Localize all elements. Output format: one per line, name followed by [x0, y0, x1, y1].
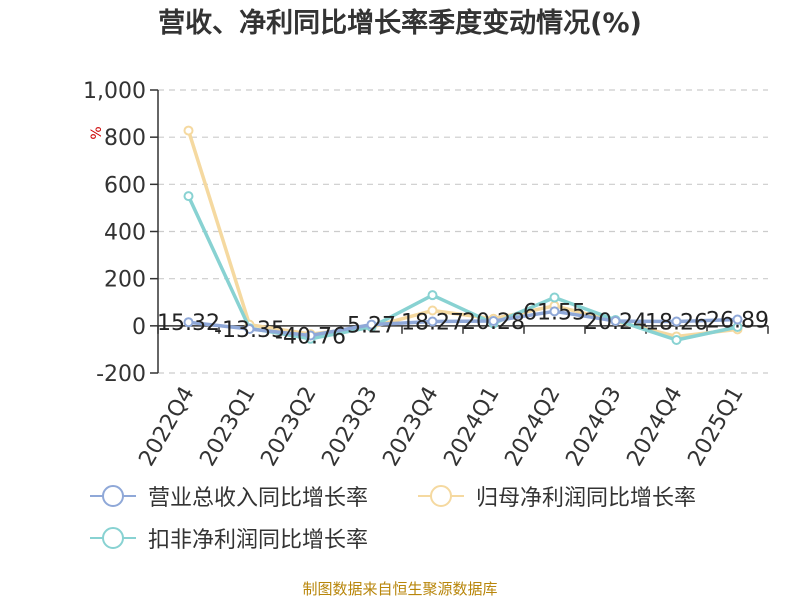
legend-label-net-profit: 归母净利润同比增长率	[476, 486, 697, 511]
data-label: 20.24	[584, 310, 647, 335]
legend-label-revenue: 营业总收入同比增长率	[148, 486, 369, 511]
y-tick-label: 200	[104, 268, 146, 293]
x-tick-label: 2023Q4	[378, 383, 443, 471]
data-point[interactable]	[427, 305, 438, 316]
data-label: 26.89	[706, 308, 769, 333]
data-point[interactable]	[549, 306, 560, 317]
data-label: -13.35	[214, 318, 285, 343]
data-point[interactable]	[549, 292, 560, 303]
x-tick-label: 2023Q3	[317, 383, 382, 471]
data-label: -40.76	[275, 324, 346, 349]
data-point[interactable]	[183, 125, 194, 136]
data-label: 5.27	[347, 314, 396, 339]
x-tick-label: 2025Q1	[683, 383, 748, 471]
x-tick-label: 2022Q4	[134, 383, 199, 471]
x-tick-label: 2024Q4	[622, 383, 687, 471]
data-point[interactable]	[427, 316, 438, 327]
data-point[interactable]	[671, 334, 682, 345]
x-tick-label: 2023Q1	[195, 383, 260, 471]
y-tick-label: 400	[104, 221, 146, 246]
x-tick-label: 2024Q1	[439, 383, 504, 471]
chart-title: 营收、净利同比增长率季度变动情况(%)	[158, 7, 642, 39]
data-point[interactable]	[610, 316, 621, 327]
x-tick-label: 2024Q3	[561, 383, 626, 471]
data-point[interactable]	[183, 317, 194, 328]
data-point[interactable]	[671, 316, 682, 327]
data-point[interactable]	[488, 316, 499, 327]
data-labels: 15.32-13.35-40.76 5.27 18.2720.2861.5520.2…	[157, 300, 769, 349]
legend-swatch-net-profit	[418, 484, 464, 508]
data-point[interactable]	[732, 314, 743, 325]
legend-swatch-revenue	[90, 484, 136, 508]
y-tick-label: 1,000	[83, 79, 146, 104]
data-point[interactable]	[427, 290, 438, 301]
grid	[158, 89, 768, 374]
x-tick-label: 2024Q2	[500, 383, 565, 471]
y-tick-label: 0	[132, 315, 146, 340]
series	[183, 125, 743, 345]
data-point[interactable]	[183, 191, 194, 202]
series-line	[188, 309, 738, 338]
series-line	[186, 130, 738, 339]
data-label: 61.55	[523, 300, 586, 325]
data-point[interactable]	[366, 319, 377, 330]
legend-item-revenue[interactable]: 营业总收入同比增长率	[90, 480, 368, 512]
y-tick-label: 800	[104, 126, 146, 151]
y-tick-label: 600	[104, 173, 146, 198]
data-label: 18.27	[401, 311, 464, 336]
data-label: 18.26	[645, 311, 708, 336]
y-tick-label: -200	[96, 362, 146, 387]
source-note: 制图数据来自恒生聚源数据库	[302, 580, 498, 598]
legend-item-deducted-profit[interactable]: 扣非净利润同比增长率	[90, 522, 368, 554]
legend-item-net-profit[interactable]: 归母净利润同比增长率	[418, 480, 696, 512]
legend-label-deducted-profit: 扣非净利润同比增长率	[148, 528, 369, 553]
y-unit-label: %	[89, 126, 105, 139]
legend-swatch-deducted-profit	[90, 526, 136, 550]
data-label: 15.32	[157, 311, 220, 336]
x-tick-label: 2023Q2	[256, 383, 321, 471]
data-point[interactable]	[305, 330, 316, 341]
data-point[interactable]	[244, 323, 255, 334]
data-label: 20.28	[462, 310, 525, 335]
